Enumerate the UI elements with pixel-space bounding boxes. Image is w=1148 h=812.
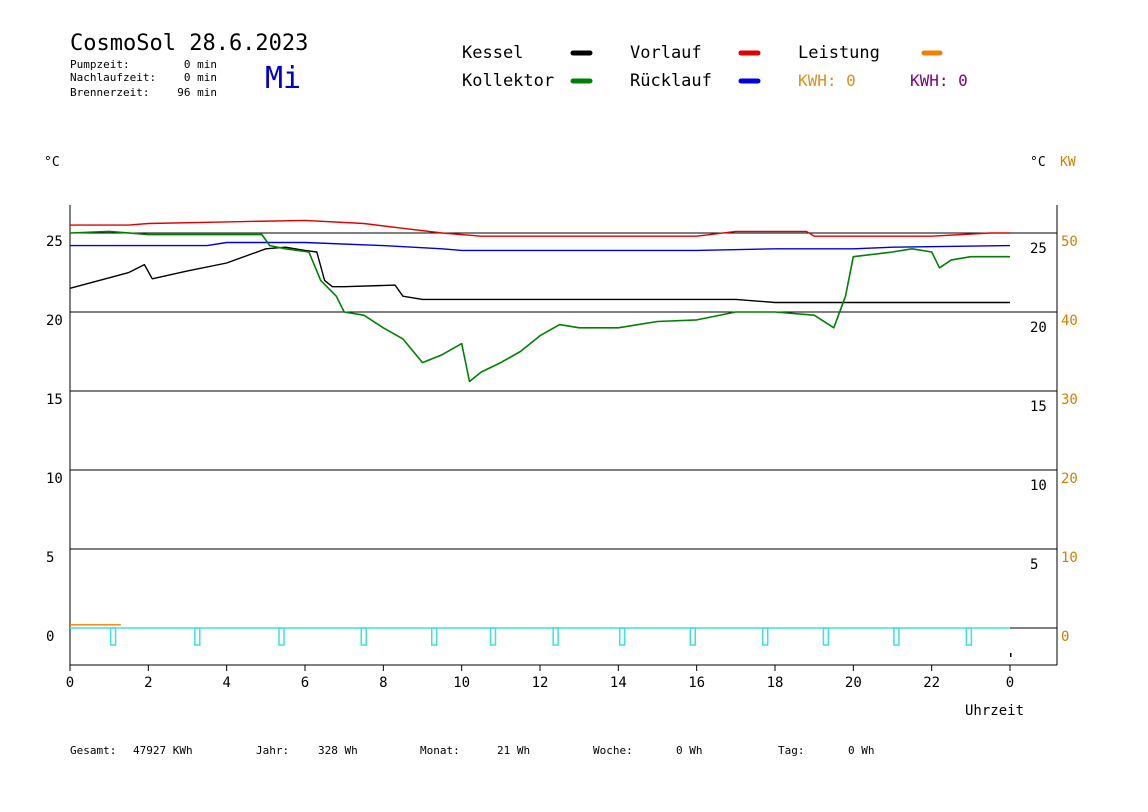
footer-label: Gesamt: (70, 744, 116, 757)
series-line-vorlauf (70, 219, 1010, 237)
footer-value: 21 Wh (497, 744, 530, 757)
footer-label: Jahr: (256, 744, 289, 757)
y-right-kw-tick-label: 0 (1061, 629, 1069, 645)
legend-label: Kessel (462, 43, 523, 63)
y-right-tick-label: 10 (1030, 478, 1047, 494)
y-left-tick-label: 15 (46, 392, 63, 408)
legend-label: Rücklauf (630, 71, 712, 91)
y-left-tick-label: 5 (46, 550, 54, 566)
y-right-tick-label: 5 (1030, 557, 1038, 573)
chart-title: CosmoSol 28.6.2023 (70, 31, 308, 56)
series-lines (69, 219, 1011, 626)
kwh-label: KWH: 0 (910, 71, 968, 90)
legend-label: Kollektor (462, 71, 554, 91)
x-tick-label: 10 (453, 675, 470, 691)
x-tick-label: 16 (688, 675, 705, 691)
pump-markers (70, 627, 1057, 657)
pump-marker (822, 627, 830, 646)
pump-marker (194, 627, 201, 646)
end-dot (1010, 653, 1012, 657)
y-right-tick-label: 15 (1030, 399, 1047, 415)
pump-marker (109, 627, 117, 646)
footer-totals: Gesamt: 47927 KWh Jahr: 328 Wh Monat: 21… (70, 744, 875, 757)
stat-label: Pumpzeit: (70, 58, 130, 71)
series-line-kessel (69, 246, 1010, 304)
stats-block: Pumpzeit: 0 min Nachlaufzeit: 0 min Bren… (70, 58, 217, 99)
series-line-kollektor (69, 230, 1010, 383)
pump-marker (360, 627, 367, 646)
pump-marker (965, 627, 973, 646)
legend-label: Leistung (798, 43, 880, 63)
pump-marker (489, 627, 497, 646)
legend-label: Vorlauf (630, 43, 702, 63)
pump-marker (761, 627, 769, 646)
pump-marker (552, 627, 559, 646)
pump-marker (278, 627, 285, 646)
x-tick-label: 0 (66, 675, 74, 691)
grid-lines (70, 232, 1057, 629)
stat-label: Nachlaufzeit: (70, 71, 156, 84)
kwh-label: KWH: 0 (798, 71, 856, 90)
y-left-tick-label: 0 (46, 629, 54, 645)
stat-label: Brennerzeit: (70, 86, 149, 99)
x-tick-label: 6 (301, 675, 309, 691)
stat-value: 0 min (184, 71, 217, 84)
y-left-unit: °C (44, 155, 60, 170)
footer-value: 328 Wh (318, 744, 358, 757)
footer-value: 0 Wh (676, 744, 703, 757)
y-left-tick-label: 20 (46, 313, 63, 329)
x-tick-label: 14 (610, 675, 627, 691)
y-right-unit: °C (1030, 155, 1046, 170)
x-tick-label: 8 (379, 675, 387, 691)
stat-value: 0 min (184, 58, 217, 71)
weekday-label: Mi (265, 61, 301, 96)
footer-value: 0 Wh (848, 744, 875, 757)
y-right-kw-tick-label: 20 (1061, 471, 1078, 487)
series-line-ruecklauf (70, 241, 1011, 252)
y-right-kw-tick-label: 30 (1061, 392, 1078, 408)
x-tick-label: 18 (767, 675, 784, 691)
y-left-tick-label: 25 (46, 234, 63, 250)
footer-label: Woche: (593, 744, 633, 757)
x-axis-label: Uhrzeit (965, 703, 1024, 719)
y-right-tick-label: 20 (1030, 320, 1047, 336)
x-tick-label: 0 (1006, 675, 1014, 691)
y-right-kw-tick-label: 50 (1061, 234, 1078, 250)
x-tick-label: 4 (222, 675, 230, 691)
stat-value: 96 min (177, 86, 217, 99)
pump-marker (689, 627, 696, 646)
pump-marker (893, 627, 900, 646)
y-right-kw-tick-label: 40 (1061, 313, 1078, 329)
y-right-kw-unit: KW (1060, 155, 1076, 170)
footer-label: Monat: (420, 744, 460, 757)
tick-labels: 0 2 4 6 8 10 12 14 16 18 20 22 0 0 5 10 15 20 25 5 10 15 20 25 0… (46, 234, 1078, 691)
x-tick-label: 12 (532, 675, 549, 691)
x-tick-label: 2 (144, 675, 152, 691)
y-right-kw-tick-label: 10 (1061, 550, 1078, 566)
pump-marker (619, 627, 626, 646)
axes (69, 205, 1058, 671)
y-left-tick-label: 10 (46, 471, 63, 487)
pump-marker (431, 627, 438, 646)
footer-value: 47927 KWh (133, 744, 193, 757)
footer-label: Tag: (778, 744, 805, 757)
x-tick-label: 22 (923, 675, 940, 691)
y-right-tick-label: 25 (1030, 241, 1047, 257)
legend: Kessel Vorlauf Leistung Kollektor Rückla… (462, 43, 968, 91)
x-tick-label: 20 (845, 675, 862, 691)
